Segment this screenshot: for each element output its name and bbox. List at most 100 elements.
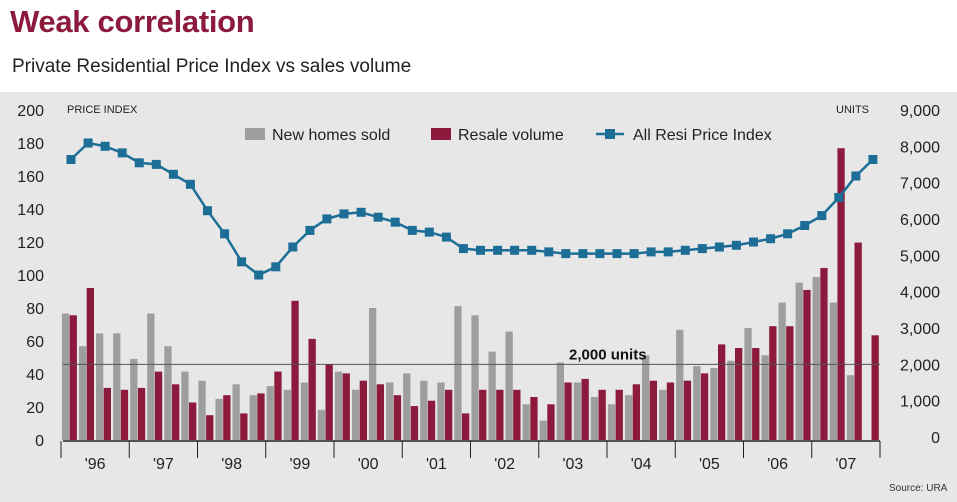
price-index-point bbox=[424, 227, 434, 237]
resale-bar bbox=[410, 406, 419, 440]
resale-bar bbox=[700, 373, 709, 440]
price-index-point bbox=[322, 214, 332, 224]
new-homes-bar bbox=[642, 355, 650, 441]
left-tick-label: 20 bbox=[26, 400, 44, 417]
price-index-point bbox=[390, 217, 400, 227]
price-index-point bbox=[134, 158, 144, 168]
right-tick-label: 3,000 bbox=[900, 321, 940, 338]
resale-bar bbox=[172, 384, 180, 440]
new-homes-bar bbox=[113, 333, 121, 440]
left-tick-label: 160 bbox=[17, 169, 44, 186]
new-homes-bar bbox=[522, 404, 530, 440]
price-index-point bbox=[220, 229, 230, 239]
right-tick-label: 6,000 bbox=[900, 212, 940, 229]
price-index-point bbox=[817, 211, 827, 221]
resale-bar bbox=[103, 387, 111, 440]
legend-swatch-resale bbox=[431, 128, 451, 140]
x-tick-label: '99 bbox=[289, 456, 310, 473]
chart-title: Weak correlation bbox=[10, 4, 255, 39]
resale-bar bbox=[291, 300, 299, 441]
new-homes-bar bbox=[505, 331, 513, 440]
new-homes-bar bbox=[317, 409, 326, 441]
price-index-point bbox=[151, 159, 161, 169]
price-index-point bbox=[714, 242, 724, 252]
bars bbox=[61, 148, 879, 441]
chart-subtitle: Private Residential Price Index vs sales… bbox=[12, 56, 412, 77]
new-homes-bar bbox=[659, 389, 667, 440]
resale-bar bbox=[735, 348, 743, 440]
new-homes-bar bbox=[283, 389, 291, 440]
new-homes-bar bbox=[471, 315, 479, 440]
price-index-point bbox=[168, 169, 178, 179]
price-index-point bbox=[254, 270, 264, 280]
price-index-series bbox=[66, 138, 878, 280]
price-index-point bbox=[407, 225, 417, 235]
resale-bar bbox=[871, 335, 879, 440]
resale-bar bbox=[530, 397, 538, 440]
new-homes-bar bbox=[164, 346, 172, 440]
new-homes-bar bbox=[556, 362, 564, 440]
left-tick-label: 60 bbox=[26, 334, 44, 351]
left-tick-label: 180 bbox=[17, 136, 44, 153]
resale-bar bbox=[820, 268, 828, 440]
left-tick-label: 0 bbox=[35, 433, 44, 450]
resale-bar bbox=[666, 382, 675, 440]
resale-bar bbox=[683, 380, 692, 440]
resale-bar bbox=[564, 382, 572, 440]
resale-bar bbox=[342, 373, 350, 440]
resale-bar bbox=[786, 326, 794, 440]
right-tick-label: 2,000 bbox=[900, 357, 940, 374]
price-index-point bbox=[868, 155, 878, 164]
new-homes-bar bbox=[812, 277, 820, 440]
x-tick-label: '04 bbox=[631, 456, 652, 473]
left-tick-label: 100 bbox=[17, 268, 44, 285]
new-homes-bar bbox=[829, 302, 837, 440]
price-index-point bbox=[697, 244, 707, 254]
left-tick-label: 140 bbox=[17, 202, 44, 219]
new-homes-bar bbox=[249, 395, 257, 440]
right-tick-label: 5,000 bbox=[900, 248, 940, 265]
x-tick-label: '06 bbox=[767, 456, 788, 473]
price-index-point bbox=[117, 148, 127, 158]
new-homes-bar bbox=[369, 308, 377, 440]
new-homes-bar bbox=[573, 382, 582, 440]
price-index-point bbox=[800, 221, 810, 230]
price-index-point bbox=[441, 232, 451, 242]
price-index-point bbox=[834, 193, 844, 202]
new-homes-bar bbox=[795, 282, 803, 440]
new-homes-bar bbox=[334, 371, 343, 440]
left-tick-label: 200 bbox=[17, 103, 44, 120]
right-tick-label: 4,000 bbox=[900, 285, 940, 302]
x-tick-label: '05 bbox=[699, 456, 720, 473]
price-index-point bbox=[476, 245, 485, 255]
price-index-point bbox=[663, 247, 673, 257]
new-homes-bar bbox=[198, 380, 206, 440]
new-homes-bar bbox=[761, 355, 769, 441]
resale-bar bbox=[581, 378, 589, 440]
price-index-point bbox=[458, 244, 468, 254]
price-index-point bbox=[356, 207, 366, 217]
resale-bar bbox=[803, 289, 811, 440]
legend-label-resale: Resale volume bbox=[458, 127, 564, 144]
x-tick-label: '01 bbox=[426, 456, 447, 473]
legend-marker-price-index bbox=[605, 129, 615, 139]
resale-bar bbox=[649, 380, 657, 440]
new-homes-bar bbox=[420, 380, 428, 440]
resale-bar bbox=[137, 387, 146, 440]
x-tick-label: '98 bbox=[221, 456, 242, 473]
price-index-point bbox=[339, 209, 349, 219]
resale-bar bbox=[769, 326, 777, 440]
resale-bar bbox=[615, 389, 623, 440]
x-tick-label: '07 bbox=[835, 456, 856, 473]
right-tick-label: 0 bbox=[931, 430, 940, 447]
source-note: Source: URA bbox=[889, 483, 948, 494]
new-homes-bar bbox=[539, 420, 547, 440]
new-homes-bar bbox=[403, 373, 411, 440]
new-homes-bar bbox=[607, 404, 616, 440]
new-homes-bar bbox=[693, 366, 701, 440]
right-tick-label: 9,000 bbox=[900, 103, 940, 120]
x-tick-label: '03 bbox=[562, 456, 583, 473]
price-index-point bbox=[731, 240, 741, 250]
left-tick-label: 40 bbox=[26, 367, 44, 384]
